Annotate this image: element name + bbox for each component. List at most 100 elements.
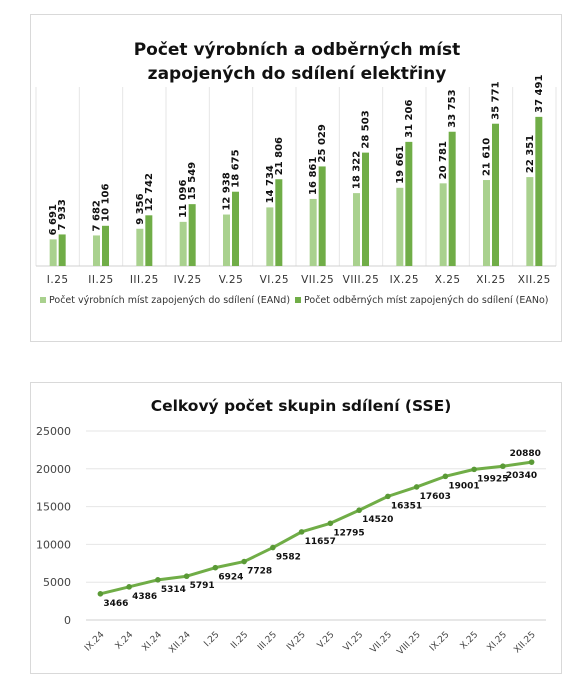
data-point bbox=[500, 463, 506, 470]
bar-eano bbox=[102, 225, 109, 266]
x-tick-label: IX.24 bbox=[83, 630, 107, 654]
bar-chart-panel: Počet výrobních a odběrných míst zapojený… bbox=[30, 14, 562, 342]
y-tick-label: 20000 bbox=[36, 463, 71, 476]
bar-eand bbox=[309, 198, 317, 266]
data-label: 11657 bbox=[305, 537, 336, 547]
bar-eand bbox=[49, 239, 57, 266]
bar-eano bbox=[448, 131, 456, 266]
bar-eand bbox=[266, 207, 274, 266]
data-label: 11 096 bbox=[178, 180, 189, 218]
x-tick-label: II.25 bbox=[88, 274, 113, 286]
data-point bbox=[442, 473, 449, 480]
data-point bbox=[97, 590, 104, 597]
legend-swatch-eano bbox=[295, 297, 301, 303]
data-label: 12 938 bbox=[222, 172, 233, 210]
data-label: 21 610 bbox=[482, 138, 493, 176]
data-label: 12795 bbox=[333, 528, 364, 538]
bar-eano bbox=[405, 141, 413, 266]
x-tick-label: XI.24 bbox=[141, 630, 165, 654]
bar-eano bbox=[58, 234, 66, 266]
data-point bbox=[356, 507, 362, 514]
x-tick-label: IX.25 bbox=[428, 630, 451, 653]
bar-eano bbox=[318, 166, 326, 266]
x-tick-label: V.25 bbox=[316, 630, 337, 651]
legend-label-eand: Počet výrobních míst zapojených do sdíle… bbox=[49, 295, 290, 306]
bar-eand bbox=[439, 183, 447, 266]
y-tick-label: 0 bbox=[64, 614, 71, 627]
bar-eand bbox=[483, 180, 490, 266]
x-tick-label: VI.25 bbox=[260, 274, 289, 286]
data-label: 14520 bbox=[362, 515, 393, 525]
x-tick-label: XII.24 bbox=[167, 630, 192, 655]
bar-eand bbox=[526, 177, 534, 266]
bar-eand bbox=[353, 193, 360, 266]
bar-eano bbox=[275, 179, 283, 266]
data-label: 35 771 bbox=[491, 81, 502, 119]
data-label: 18 675 bbox=[231, 149, 242, 187]
x-tick-label: VIII.25 bbox=[343, 274, 380, 286]
x-tick-label: IV.25 bbox=[285, 630, 308, 653]
data-label: 9 356 bbox=[135, 193, 146, 224]
x-tick-label: I.25 bbox=[202, 630, 221, 649]
x-tick-label: VIII.25 bbox=[396, 630, 423, 657]
bar-eano bbox=[188, 204, 196, 266]
x-tick-label: V.25 bbox=[219, 274, 244, 286]
data-label: 5791 bbox=[190, 581, 215, 591]
data-point bbox=[528, 459, 535, 465]
x-tick-label: I.25 bbox=[47, 274, 69, 286]
data-label: 6924 bbox=[218, 573, 243, 583]
y-tick-label: 15000 bbox=[36, 501, 71, 514]
line-chart: Celkový počet skupin sdílení (SSE) 0 5000 1… bbox=[36, 397, 546, 657]
data-point bbox=[471, 466, 477, 473]
bar-eand bbox=[93, 235, 100, 266]
x-tick-label: VII.25 bbox=[369, 630, 394, 655]
bar-eano bbox=[232, 191, 239, 266]
data-label: 31 206 bbox=[404, 100, 415, 138]
x-tick-label: II.25 bbox=[229, 630, 250, 651]
bar-eand bbox=[179, 221, 187, 266]
legend-label-eano: Počet odběrných míst zapojených do sdíle… bbox=[304, 295, 549, 306]
data-label: 4386 bbox=[132, 592, 157, 602]
data-label: 20 781 bbox=[438, 141, 449, 179]
data-label: 14 734 bbox=[265, 165, 276, 203]
data-point bbox=[385, 493, 391, 500]
x-tick-label: XII.25 bbox=[518, 274, 551, 286]
data-point bbox=[298, 529, 305, 535]
data-label: 19001 bbox=[448, 481, 479, 491]
x-tick-label: XI.25 bbox=[476, 274, 506, 286]
legend-swatch-eand bbox=[40, 297, 46, 303]
data-label: 18 322 bbox=[352, 151, 363, 189]
chart-title-line-2: zapojených do sdílení elektřiny bbox=[148, 64, 447, 84]
data-label: 28 503 bbox=[361, 110, 372, 148]
data-label: 10 106 bbox=[101, 183, 112, 221]
data-label: 33 753 bbox=[447, 89, 458, 127]
data-point bbox=[183, 573, 190, 580]
data-point bbox=[155, 577, 161, 583]
data-label: 12 742 bbox=[144, 173, 155, 211]
bar-eano bbox=[145, 215, 153, 266]
x-tick-label: X.25 bbox=[459, 630, 481, 652]
x-tick-label: VII.25 bbox=[301, 274, 334, 286]
bar-eand bbox=[223, 214, 230, 266]
x-tick-label: X.24 bbox=[114, 630, 136, 652]
data-label: 7 933 bbox=[57, 199, 68, 230]
bar-eano bbox=[535, 116, 543, 266]
data-label: 19 661 bbox=[395, 145, 406, 183]
data-label: 21 806 bbox=[274, 137, 285, 175]
data-label: 20340 bbox=[506, 471, 537, 481]
bar-eand bbox=[396, 187, 404, 266]
data-label: 7 682 bbox=[92, 200, 103, 231]
data-label: 25 029 bbox=[317, 124, 328, 162]
x-tick-label: III.25 bbox=[256, 630, 279, 653]
series-line bbox=[100, 460, 532, 596]
data-label: 7728 bbox=[247, 567, 272, 577]
data-label: 19925 bbox=[477, 474, 508, 484]
data-point bbox=[241, 558, 247, 565]
y-tick-label: 25000 bbox=[36, 425, 71, 438]
data-label: 22 351 bbox=[525, 135, 536, 173]
x-tick-label: VI.25 bbox=[342, 630, 365, 653]
line-chart-panel: Celkový počet skupin sdílení (SSE) 0 5000 1… bbox=[30, 382, 562, 674]
data-label: 37 491 bbox=[534, 75, 545, 113]
bar-eano bbox=[492, 123, 499, 267]
data-point bbox=[212, 564, 219, 571]
